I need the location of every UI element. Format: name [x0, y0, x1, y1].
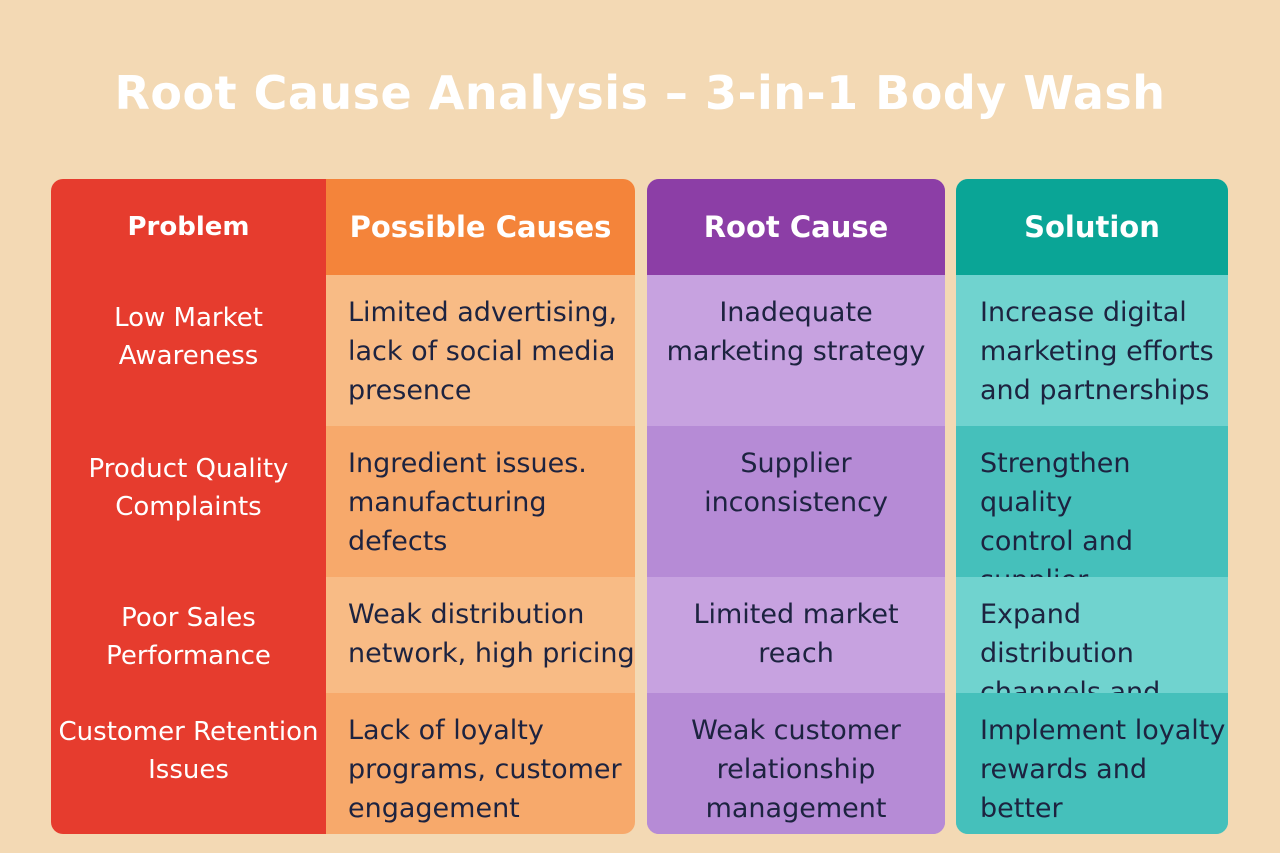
problem-column: Problem Low Market Awareness Product Qua…	[51, 179, 326, 834]
problem-cell: Customer Retention Issues	[51, 693, 326, 834]
problem-text: Customer Retention Issues	[58, 717, 319, 785]
problem-text: Product Quality Complaints	[88, 454, 289, 522]
problem-cell: Product Quality Complaints	[51, 426, 326, 577]
solution-column: Solution Increase digital marketing effo…	[956, 179, 1228, 834]
causes-text: Limited advertising, lack of social medi…	[348, 297, 618, 406]
causes-text: Lack of loyalty programs, customer engag…	[348, 715, 622, 824]
solution-text: Implement loyalty rewards and better cus…	[980, 715, 1226, 834]
root-cause-text: Weak customer relationship management	[691, 715, 901, 824]
causes-cell: Ingredient issues. manufacturing defects	[326, 426, 635, 577]
causes-cell: Weak distribution network, high pricing	[326, 577, 635, 693]
root-cause-panel: Root Cause Inadequate marketing strategy…	[647, 179, 945, 834]
problem-cell: Low Market Awareness	[51, 275, 326, 426]
problem-text: Poor Sales Performance	[106, 603, 271, 671]
solution-cell: Implement loyalty rewards and better cus…	[956, 693, 1228, 834]
root-cause-column: Root Cause Inadequate marketing strategy…	[647, 179, 945, 834]
solution-panel: Solution Increase digital marketing effo…	[956, 179, 1228, 834]
causes-column: Possible Causes Limited advertising, lac…	[326, 179, 635, 834]
diagram-title: Root Cause Analysis – 3-in-1 Body Wash	[114, 66, 1166, 120]
problem-text: Low Market Awareness	[114, 303, 263, 371]
solution-cell: Strengthen quality control and supplier …	[956, 426, 1228, 635]
root-cause-text: Supplier inconsistency	[704, 448, 888, 518]
solution-cell: Expand distribution channels and offer	[956, 577, 1228, 747]
solution-text: Strengthen quality control and supplier …	[980, 448, 1133, 635]
solution-cell: Increase digital marketing efforts and p…	[956, 275, 1228, 426]
root-cause-cell: Limited market reach	[647, 577, 945, 693]
problem-header: Problem	[127, 212, 250, 242]
root-cause-cell: Weak customer relationship management	[647, 693, 945, 834]
causes-text: Weak distribution network, high pricing	[348, 599, 635, 669]
problem-cell: Poor Sales Performance	[51, 577, 326, 693]
solution-text: Increase digital marketing efforts and p…	[980, 297, 1214, 406]
problem-causes-panel: Problem Low Market Awareness Product Qua…	[51, 179, 635, 834]
causes-text: Ingredient issues. manufacturing defects	[348, 448, 587, 557]
solution-text: Expand distribution channels and offer	[980, 599, 1160, 747]
root-cause-header: Root Cause	[647, 179, 945, 275]
causes-cell: Lack of loyalty programs, customer engag…	[326, 693, 635, 834]
causes-header: Possible Causes	[326, 179, 635, 275]
root-cause-cell: Supplier inconsistency	[647, 426, 945, 577]
root-cause-text: Limited market reach	[693, 599, 899, 669]
root-cause-cell: Inadequate marketing strategy	[647, 275, 945, 426]
root-cause-text: Inadequate marketing strategy	[666, 297, 926, 367]
solution-header: Solution	[956, 179, 1228, 275]
causes-cell: Limited advertising, lack of social medi…	[326, 275, 635, 426]
